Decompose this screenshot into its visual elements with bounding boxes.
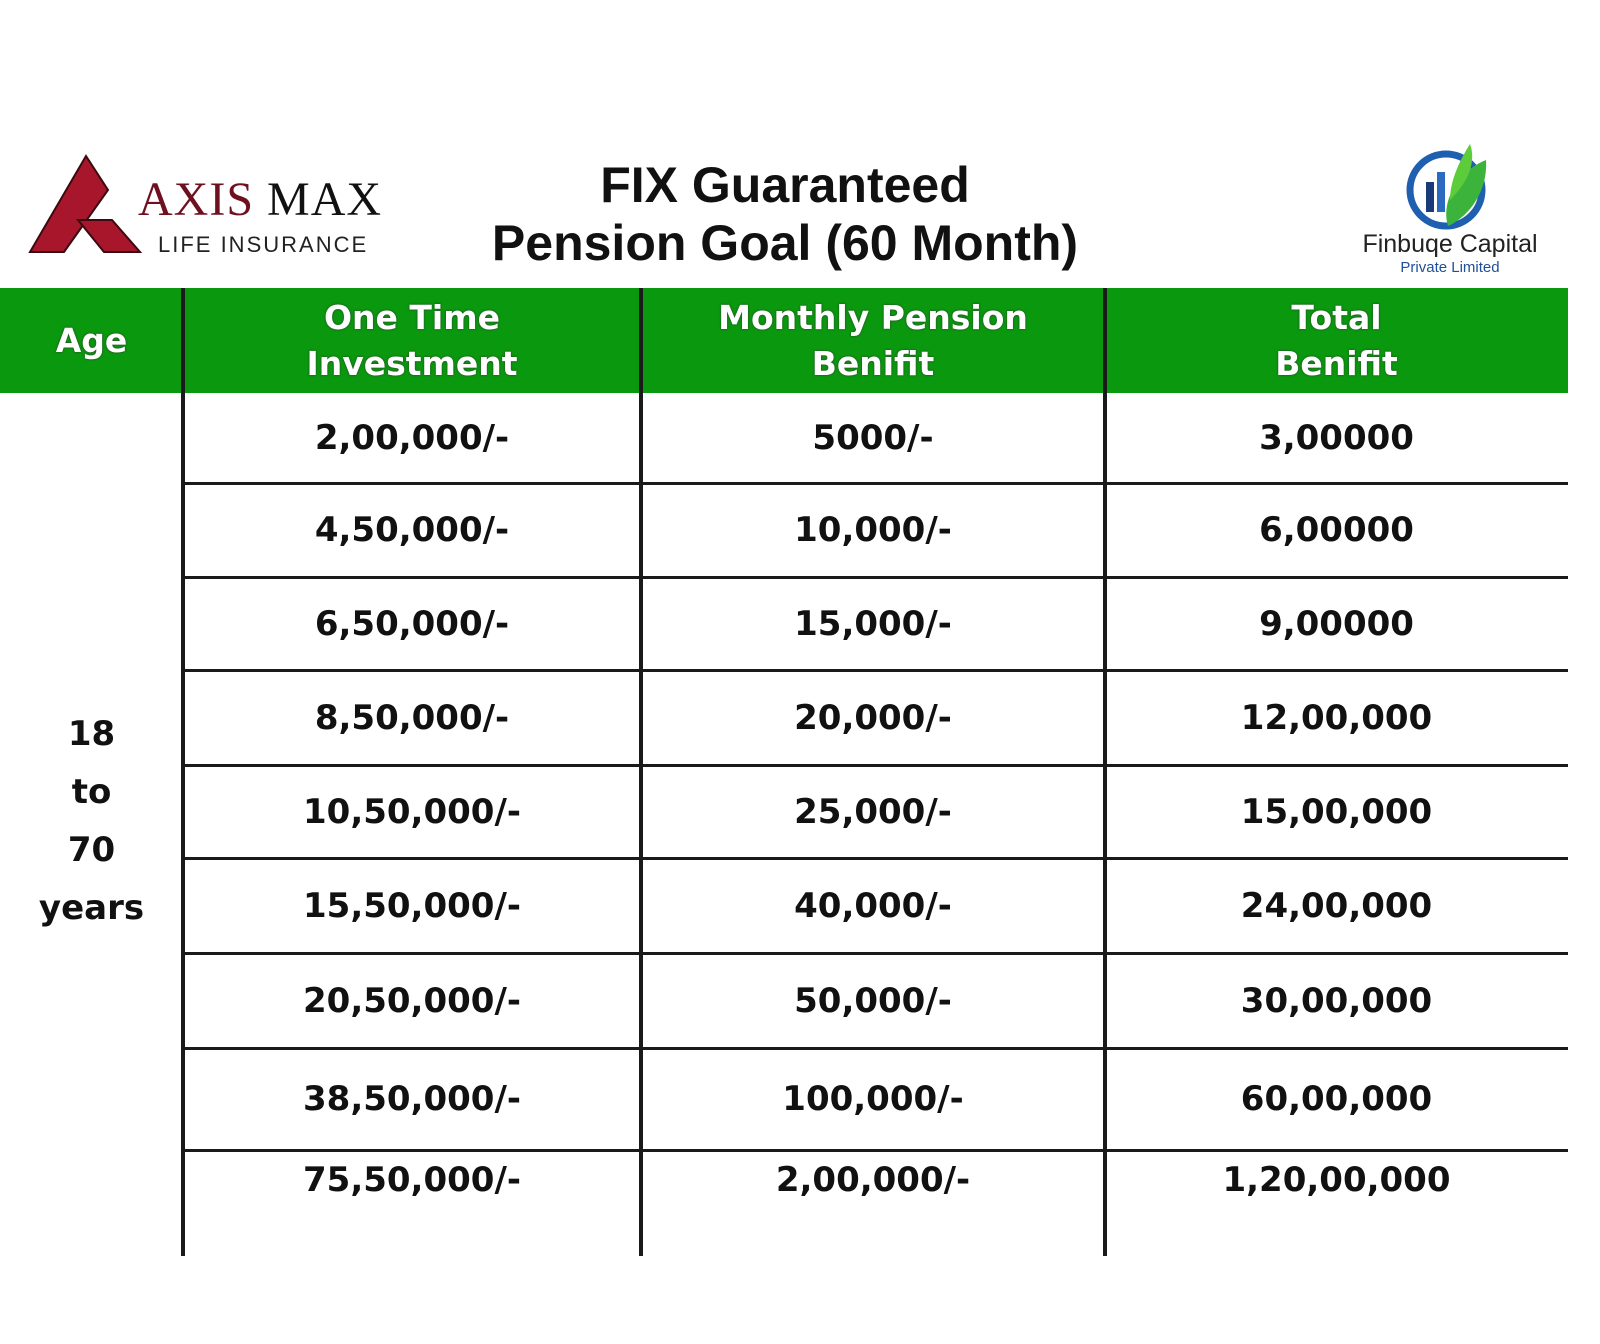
- age-text: years: [38, 888, 145, 928]
- investment-cell: 15,50,000/-: [303, 885, 521, 926]
- column-divider: [639, 288, 643, 1256]
- row-divider: [183, 764, 1568, 767]
- table-header: [0, 288, 1568, 393]
- age-text: to: [71, 772, 112, 812]
- row-divider: [183, 857, 1568, 860]
- total-benefit-cell: 12,00,000: [1240, 697, 1433, 738]
- total-benefit-cell: 1,20,00,000: [1222, 1160, 1451, 1200]
- row-divider: [183, 1047, 1568, 1050]
- investment-cell: 2,00,000/-: [314, 418, 510, 458]
- monthly-pension-cell: 50,000/-: [794, 980, 952, 1021]
- axis-max-wordmark: AXIS MAX: [138, 172, 382, 227]
- row-divider: [183, 576, 1568, 579]
- monthly-pension-cell: 25,000/-: [794, 791, 952, 832]
- max-word: MAX: [267, 173, 383, 226]
- investment-cell: 8,50,000/-: [314, 697, 510, 738]
- total-benefit-cell: 6,00000: [1259, 510, 1414, 550]
- header-age: Age: [55, 320, 128, 360]
- monthly-pension-cell: 10,000/-: [794, 510, 952, 550]
- row-divider: [183, 482, 1568, 485]
- axis-word: AXIS: [138, 173, 255, 226]
- investment-cell: 6,50,000/-: [314, 603, 510, 644]
- age-text: 70: [67, 830, 116, 870]
- finbuqe-logo-mark: [1406, 144, 1487, 230]
- investment-cell: 38,50,000/-: [303, 1079, 521, 1119]
- investment-cell: 4,50,000/-: [314, 510, 510, 550]
- header-total-benefit: Total Benifit: [1275, 297, 1398, 383]
- total-benefit-cell: 60,00,000: [1240, 1079, 1433, 1119]
- column-divider: [1103, 288, 1107, 1256]
- axis-max-subtitle: LIFE INSURANCE: [158, 232, 369, 257]
- row-divider: [183, 669, 1568, 672]
- monthly-pension-cell: 100,000/-: [782, 1079, 964, 1119]
- axis-max-logo-mark: [28, 154, 143, 253]
- column-divider: [181, 288, 185, 1256]
- monthly-pension-cell: 40,000/-: [794, 885, 952, 926]
- total-benefit-cell: 30,00,000: [1240, 980, 1433, 1021]
- total-benefit-cell: 9,00000: [1259, 603, 1414, 644]
- finbuqe-subtitle: Private Limited: [1400, 259, 1500, 276]
- monthly-pension-cell: 2,00,000/-: [775, 1160, 971, 1200]
- total-benefit-cell: 15,00,000: [1240, 791, 1433, 832]
- header-investment: One Time Investment: [306, 297, 518, 383]
- monthly-pension-cell: 20,000/-: [794, 697, 952, 738]
- header-monthly-pension: Monthly Pension Benifit: [718, 297, 1028, 383]
- investment-cell: 20,50,000/-: [303, 980, 521, 1021]
- finbuqe-name: Finbuqe Capital: [1362, 230, 1538, 258]
- page-title-line2: Pension Goal (60 Month): [491, 215, 1079, 271]
- total-benefit-cell: 3,00000: [1259, 418, 1414, 458]
- age-text: 18: [67, 714, 116, 754]
- row-divider: [183, 952, 1568, 955]
- monthly-pension-cell: 5000/-: [812, 418, 934, 458]
- investment-cell: 10,50,000/-: [303, 791, 521, 832]
- page-title-line1: FIX Guaranteed: [600, 157, 970, 213]
- row-divider: [183, 1149, 1568, 1152]
- total-benefit-cell: 24,00,000: [1240, 885, 1433, 926]
- age-group-cell: 18 to 70 years: [0, 705, 183, 937]
- investment-cell: 75,50,000/-: [303, 1160, 521, 1200]
- monthly-pension-cell: 15,000/-: [794, 603, 952, 644]
